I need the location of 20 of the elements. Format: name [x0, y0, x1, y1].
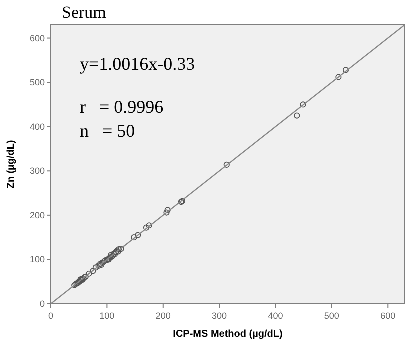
x-tick-label: 600: [380, 311, 396, 321]
annotation: r = 0.9996: [80, 97, 164, 117]
annotation: n = 50: [80, 121, 136, 141]
y-tick-label: 100: [30, 254, 45, 265]
y-tick-label: 300: [30, 166, 45, 176]
y-tick-label: 600: [30, 33, 45, 44]
chart-title: Serum: [62, 3, 106, 22]
x-tick-label: 200: [156, 311, 171, 321]
x-axis-title: ICP-MS Method (µg/dL): [173, 329, 283, 340]
x-tick-label: 400: [268, 311, 284, 321]
x-tick-label: 100: [100, 311, 115, 321]
annotation: y=1.0016x-0.33: [80, 54, 196, 74]
y-tick-label: 0: [40, 299, 45, 309]
y-tick-label: 500: [30, 78, 45, 88]
y-tick-label: 400: [30, 122, 45, 132]
x-tick-label: 300: [212, 311, 228, 321]
y-axis-title: Zn (µg/dL): [6, 140, 17, 189]
x-tick-label: 500: [324, 311, 340, 321]
x-tick-label: 0: [48, 311, 54, 321]
y-tick-label: 200: [30, 210, 45, 220]
